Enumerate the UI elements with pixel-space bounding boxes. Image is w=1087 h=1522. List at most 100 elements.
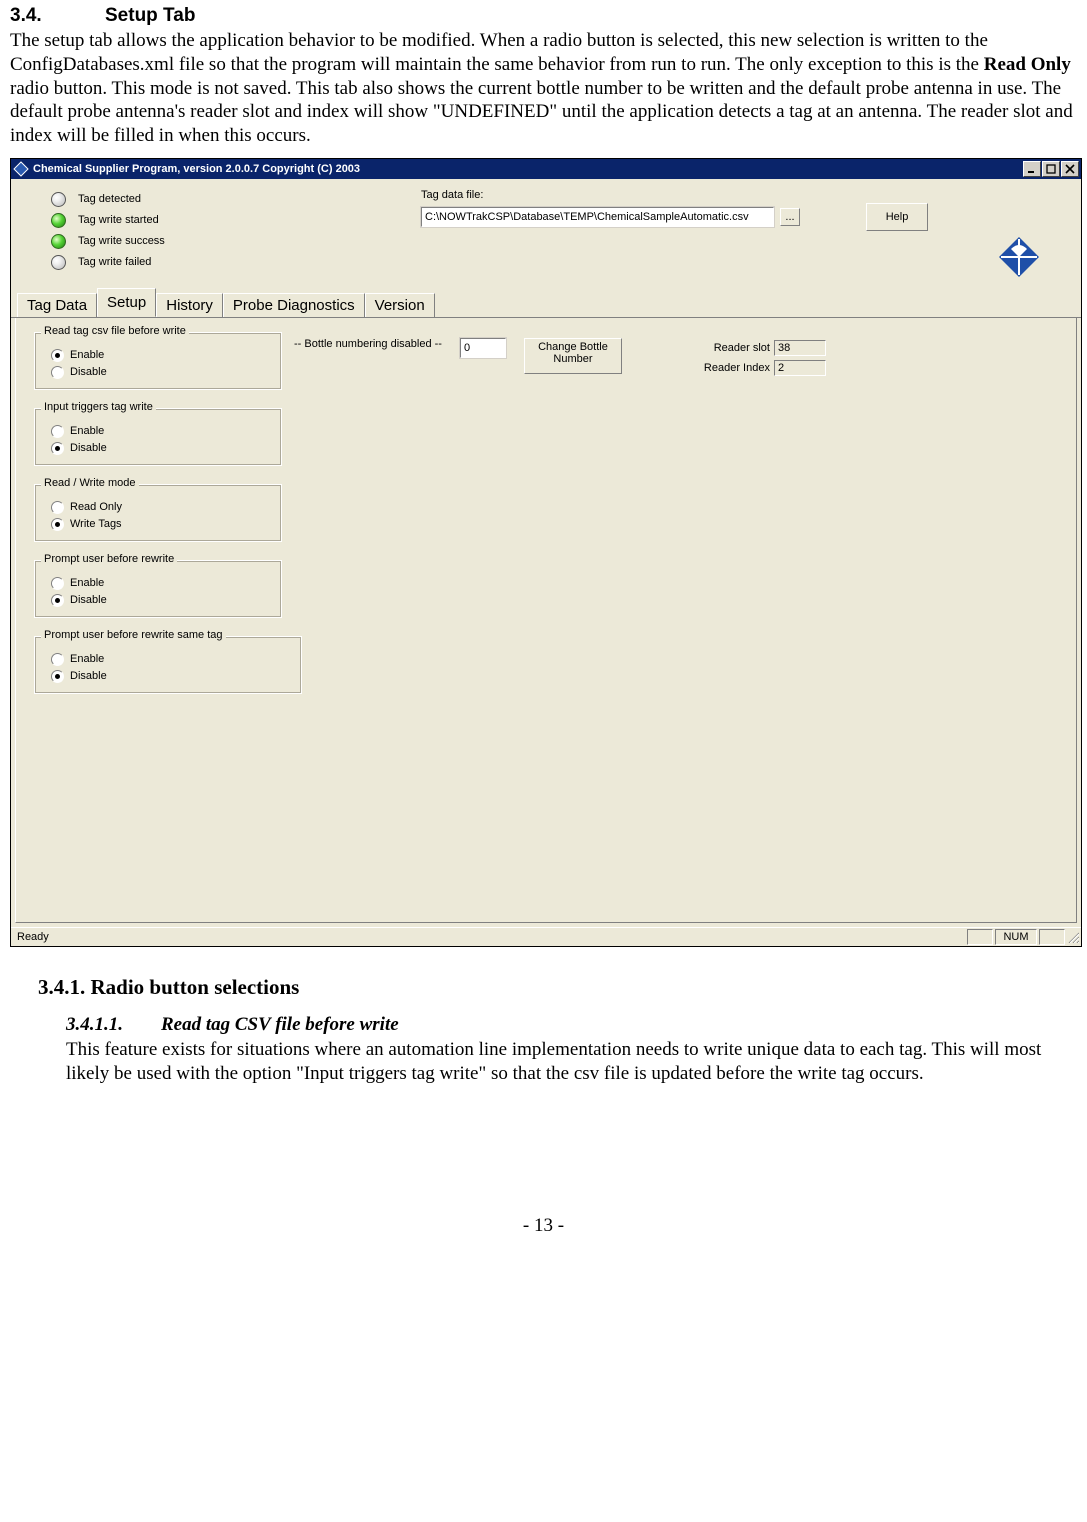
- subsub-body: This feature exists for situations where…: [66, 1038, 1077, 1086]
- subsection-heading: 3.4.1. Radio button selections: [38, 975, 1077, 1000]
- radio-enable[interactable]: Enable: [51, 347, 271, 364]
- radio-label: Write Tags: [70, 518, 122, 530]
- group-prompt-rewrite: Prompt user before rewrite Enable Disabl…: [34, 560, 282, 618]
- group-legend: Read / Write mode: [41, 477, 139, 489]
- tab-history[interactable]: History: [156, 293, 223, 318]
- group-legend: Prompt user before rewrite same tag: [41, 629, 226, 641]
- group-legend: Input triggers tag write: [41, 401, 156, 413]
- status-row: Tag write started: [51, 210, 411, 231]
- radio-icon: [51, 594, 64, 607]
- radio-label: Enable: [70, 425, 104, 437]
- status-num: NUM: [995, 929, 1037, 945]
- tag-file-input[interactable]: [421, 207, 774, 227]
- radio-icon: [51, 425, 64, 438]
- status-ready: Ready: [13, 931, 965, 943]
- status-row: Tag write success: [51, 231, 411, 252]
- bottle-number-input[interactable]: [460, 338, 506, 358]
- tag-file-label: Tag data file:: [421, 189, 1069, 201]
- status-row: Tag write failed: [51, 252, 411, 273]
- app-icon: [13, 161, 29, 177]
- title-bar[interactable]: Chemical Supplier Program, version 2.0.0…: [11, 159, 1081, 179]
- subsection-number: 3.4.1.: [38, 975, 85, 999]
- reader-index-row: Reader Index 2: [692, 360, 826, 376]
- radio-label: Disable: [70, 366, 107, 378]
- group-read-csv: Read tag csv file before write Enable Di…: [34, 332, 282, 390]
- tab-strip: Tag Data Setup History Probe Diagnostics…: [11, 291, 1081, 318]
- setup-panel: Read tag csv file before write Enable Di…: [15, 318, 1077, 923]
- radio-write-tags[interactable]: Write Tags: [51, 516, 271, 533]
- group-input-triggers: Input triggers tag write Enable Disable: [34, 408, 282, 466]
- radio-enable[interactable]: Enable: [51, 423, 271, 440]
- subsubsection-heading: 3.4.1.1.Read tag CSV file before write: [66, 1014, 1077, 1036]
- status-row: Tag detected: [51, 189, 411, 210]
- status-cell: [967, 929, 993, 945]
- led-tag-write-failed: [51, 255, 66, 270]
- radio-enable[interactable]: Enable: [51, 575, 271, 592]
- radio-label: Enable: [70, 577, 104, 589]
- radio-icon: [51, 518, 64, 531]
- reader-slot-label: Reader slot: [692, 342, 770, 354]
- tab-version[interactable]: Version: [365, 293, 435, 318]
- tag-file-panel: Tag data file: ... Help: [421, 189, 1069, 283]
- intro-bold: Read Only: [984, 54, 1071, 75]
- intro-text-a: The setup tab allows the application beh…: [10, 30, 988, 75]
- status-led-panel: Tag detected Tag write started Tag write…: [51, 189, 411, 283]
- led-label: Tag write failed: [78, 256, 151, 268]
- radio-label: Enable: [70, 653, 104, 665]
- radio-icon: [51, 577, 64, 590]
- led-label: Tag write started: [78, 214, 159, 226]
- intro-paragraph: The setup tab allows the application beh…: [10, 29, 1077, 148]
- subsub-title: Read tag CSV file before write: [161, 1014, 399, 1035]
- group-legend: Read tag csv file before write: [41, 325, 189, 337]
- led-tag-write-success: [51, 234, 66, 249]
- group-read-write-mode: Read / Write mode Read Only Write Tags: [34, 484, 282, 542]
- status-cell: [1039, 929, 1065, 945]
- led-label: Tag detected: [78, 193, 141, 205]
- radio-icon: [51, 653, 64, 666]
- intro-text-b: radio button. This mode is not saved. Th…: [10, 78, 1073, 147]
- radio-disable[interactable]: Disable: [51, 440, 271, 457]
- led-tag-detected: [51, 192, 66, 207]
- led-tag-write-started: [51, 213, 66, 228]
- section-number: 3.4.: [10, 5, 105, 27]
- radio-label: Enable: [70, 349, 104, 361]
- radio-disable[interactable]: Disable: [51, 668, 291, 685]
- reader-slot-value: 38: [774, 340, 826, 356]
- maximize-button[interactable]: [1042, 161, 1060, 177]
- radio-disable[interactable]: Disable: [51, 364, 271, 381]
- radio-label: Disable: [70, 594, 107, 606]
- group-prompt-rewrite-same: Prompt user before rewrite same tag Enab…: [34, 636, 302, 694]
- reader-slot-row: Reader slot 38: [692, 340, 826, 356]
- radio-label: Disable: [70, 670, 107, 682]
- radio-icon: [51, 366, 64, 379]
- tab-setup[interactable]: Setup: [97, 288, 156, 317]
- radio-disable[interactable]: Disable: [51, 592, 271, 609]
- reader-index-value: 2: [774, 360, 826, 376]
- app-window: Chemical Supplier Program, version 2.0.0…: [10, 158, 1082, 947]
- tab-tag-data[interactable]: Tag Data: [17, 293, 97, 318]
- radio-enable[interactable]: Enable: [51, 651, 291, 668]
- reader-index-label: Reader Index: [692, 362, 770, 374]
- radio-icon: [51, 349, 64, 362]
- radio-icon: [51, 442, 64, 455]
- subsub-number: 3.4.1.1.: [66, 1014, 161, 1036]
- minimize-button[interactable]: [1023, 161, 1041, 177]
- bottle-numbering-label: -- Bottle numbering disabled --: [294, 338, 442, 350]
- browse-button[interactable]: ...: [780, 208, 800, 226]
- radio-label: Read Only: [70, 501, 122, 513]
- title-text: Chemical Supplier Program, version 2.0.0…: [33, 163, 1023, 175]
- section-heading: 3.4.Setup Tab: [10, 5, 1077, 27]
- close-button[interactable]: [1061, 161, 1079, 177]
- group-legend: Prompt user before rewrite: [41, 553, 177, 565]
- radio-label: Disable: [70, 442, 107, 454]
- change-bottle-button[interactable]: Change Bottle Number: [524, 338, 622, 374]
- radio-icon: [51, 670, 64, 683]
- radio-read-only[interactable]: Read Only: [51, 499, 271, 516]
- tab-probe-diagnostics[interactable]: Probe Diagnostics: [223, 293, 365, 318]
- subsection-title: Radio button selections: [91, 975, 300, 999]
- led-label: Tag write success: [78, 235, 165, 247]
- section-title: Setup Tab: [105, 5, 195, 26]
- status-bar: Ready NUM: [11, 927, 1081, 946]
- help-button[interactable]: Help: [866, 203, 928, 231]
- resize-grip-icon[interactable]: [1065, 931, 1079, 943]
